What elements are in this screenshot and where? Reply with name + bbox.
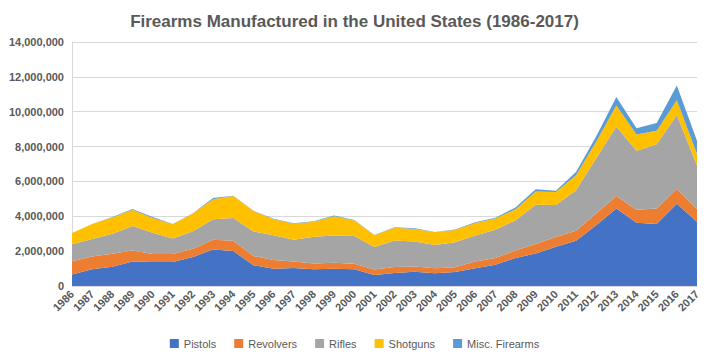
svg-text:2007: 2007	[474, 288, 500, 314]
svg-text:Rifles: Rifles	[329, 338, 357, 350]
svg-text:1992: 1992	[171, 288, 197, 314]
svg-text:2011: 2011	[555, 288, 580, 313]
svg-text:Misc. Firearms: Misc. Firearms	[467, 338, 540, 350]
svg-text:2008: 2008	[494, 288, 520, 314]
svg-text:2006: 2006	[454, 288, 480, 314]
svg-text:2009: 2009	[514, 288, 540, 314]
svg-text:2001: 2001	[353, 288, 379, 314]
svg-text:14,000,000: 14,000,000	[9, 36, 64, 48]
svg-text:2002: 2002	[373, 288, 399, 314]
svg-text:1999: 1999	[313, 288, 339, 314]
svg-text:2003: 2003	[393, 288, 419, 314]
svg-text:1993: 1993	[192, 288, 218, 314]
svg-text:Pistols: Pistols	[184, 338, 217, 350]
svg-text:1998: 1998	[292, 288, 318, 314]
svg-text:2005: 2005	[434, 288, 460, 314]
svg-text:1997: 1997	[272, 288, 298, 314]
svg-text:1995: 1995	[232, 288, 258, 314]
svg-text:Firearms Manufactured in the U: Firearms Manufactured in the United Stat…	[130, 12, 579, 31]
svg-text:Shotguns: Shotguns	[389, 338, 436, 350]
svg-text:2004: 2004	[413, 287, 439, 313]
svg-text:8,000,000: 8,000,000	[15, 141, 64, 153]
svg-text:2010: 2010	[534, 288, 560, 314]
svg-text:12,000,000: 12,000,000	[9, 71, 64, 83]
svg-text:6,000,000: 6,000,000	[15, 175, 64, 187]
svg-text:2000: 2000	[333, 288, 359, 314]
svg-text:Revolvers: Revolvers	[248, 338, 297, 350]
svg-text:1989: 1989	[111, 288, 137, 314]
svg-text:1990: 1990	[131, 288, 157, 314]
svg-text:2012: 2012	[575, 288, 601, 314]
svg-text:0: 0	[58, 280, 64, 292]
svg-text:1987: 1987	[71, 288, 97, 314]
svg-text:1994: 1994	[212, 287, 238, 313]
svg-text:2013: 2013	[595, 288, 621, 314]
svg-text:2014: 2014	[615, 287, 641, 313]
svg-text:2016: 2016	[655, 288, 681, 314]
svg-text:10,000,000: 10,000,000	[9, 106, 64, 118]
svg-text:1986: 1986	[50, 288, 76, 314]
svg-text:2,000,000: 2,000,000	[15, 245, 64, 257]
svg-text:4,000,000: 4,000,000	[15, 210, 64, 222]
svg-text:2015: 2015	[635, 288, 661, 314]
svg-text:1996: 1996	[252, 288, 278, 314]
svg-text:1991: 1991	[151, 288, 177, 314]
svg-text:1988: 1988	[91, 288, 117, 314]
svg-text:2017: 2017	[675, 288, 701, 314]
